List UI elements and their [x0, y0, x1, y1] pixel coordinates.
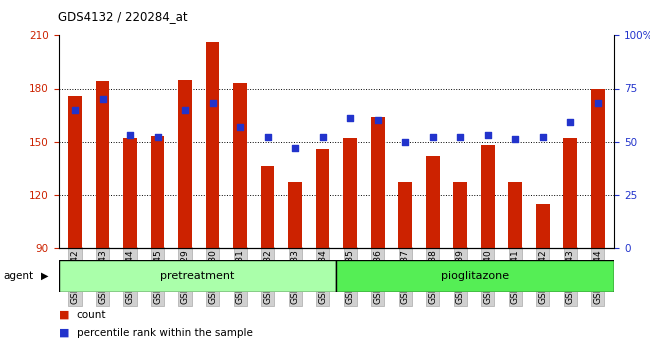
- Bar: [481, 145, 495, 248]
- Bar: [398, 182, 412, 248]
- Point: [263, 135, 273, 140]
- Point: [455, 135, 465, 140]
- Point: [482, 132, 493, 138]
- Text: pioglitazone: pioglitazone: [441, 271, 510, 281]
- Text: percentile rank within the sample: percentile rank within the sample: [77, 328, 253, 338]
- Bar: [288, 182, 302, 248]
- Bar: [178, 80, 192, 248]
- Bar: [68, 96, 82, 248]
- Point: [538, 135, 548, 140]
- Point: [345, 115, 356, 121]
- Text: pretreatment: pretreatment: [161, 271, 235, 281]
- Bar: [536, 204, 550, 248]
- Point: [70, 107, 80, 113]
- Bar: [151, 136, 164, 248]
- Point: [235, 124, 245, 130]
- Bar: [337, 260, 614, 292]
- Text: ■: ■: [58, 310, 69, 320]
- Bar: [426, 156, 439, 248]
- Bar: [453, 182, 467, 248]
- Point: [372, 118, 383, 123]
- Point: [180, 107, 190, 113]
- Bar: [261, 166, 274, 248]
- Bar: [58, 260, 337, 292]
- Bar: [205, 42, 220, 248]
- Point: [152, 135, 162, 140]
- Point: [565, 120, 575, 125]
- Bar: [343, 138, 357, 248]
- Bar: [316, 149, 330, 248]
- Text: count: count: [77, 310, 106, 320]
- Text: ■: ■: [58, 328, 69, 338]
- Bar: [564, 138, 577, 248]
- Point: [98, 96, 108, 102]
- Text: agent: agent: [3, 271, 33, 281]
- Point: [317, 135, 328, 140]
- Text: GDS4132 / 220284_at: GDS4132 / 220284_at: [58, 10, 188, 23]
- Bar: [233, 83, 247, 248]
- Bar: [370, 117, 385, 248]
- Point: [125, 132, 135, 138]
- Bar: [508, 182, 522, 248]
- Bar: [96, 81, 109, 248]
- Point: [593, 101, 603, 106]
- Bar: [591, 88, 604, 248]
- Point: [400, 139, 410, 144]
- Bar: [123, 138, 137, 248]
- Point: [207, 101, 218, 106]
- Text: ▶: ▶: [41, 271, 49, 281]
- Point: [290, 145, 300, 151]
- Point: [428, 135, 438, 140]
- Point: [510, 137, 521, 142]
